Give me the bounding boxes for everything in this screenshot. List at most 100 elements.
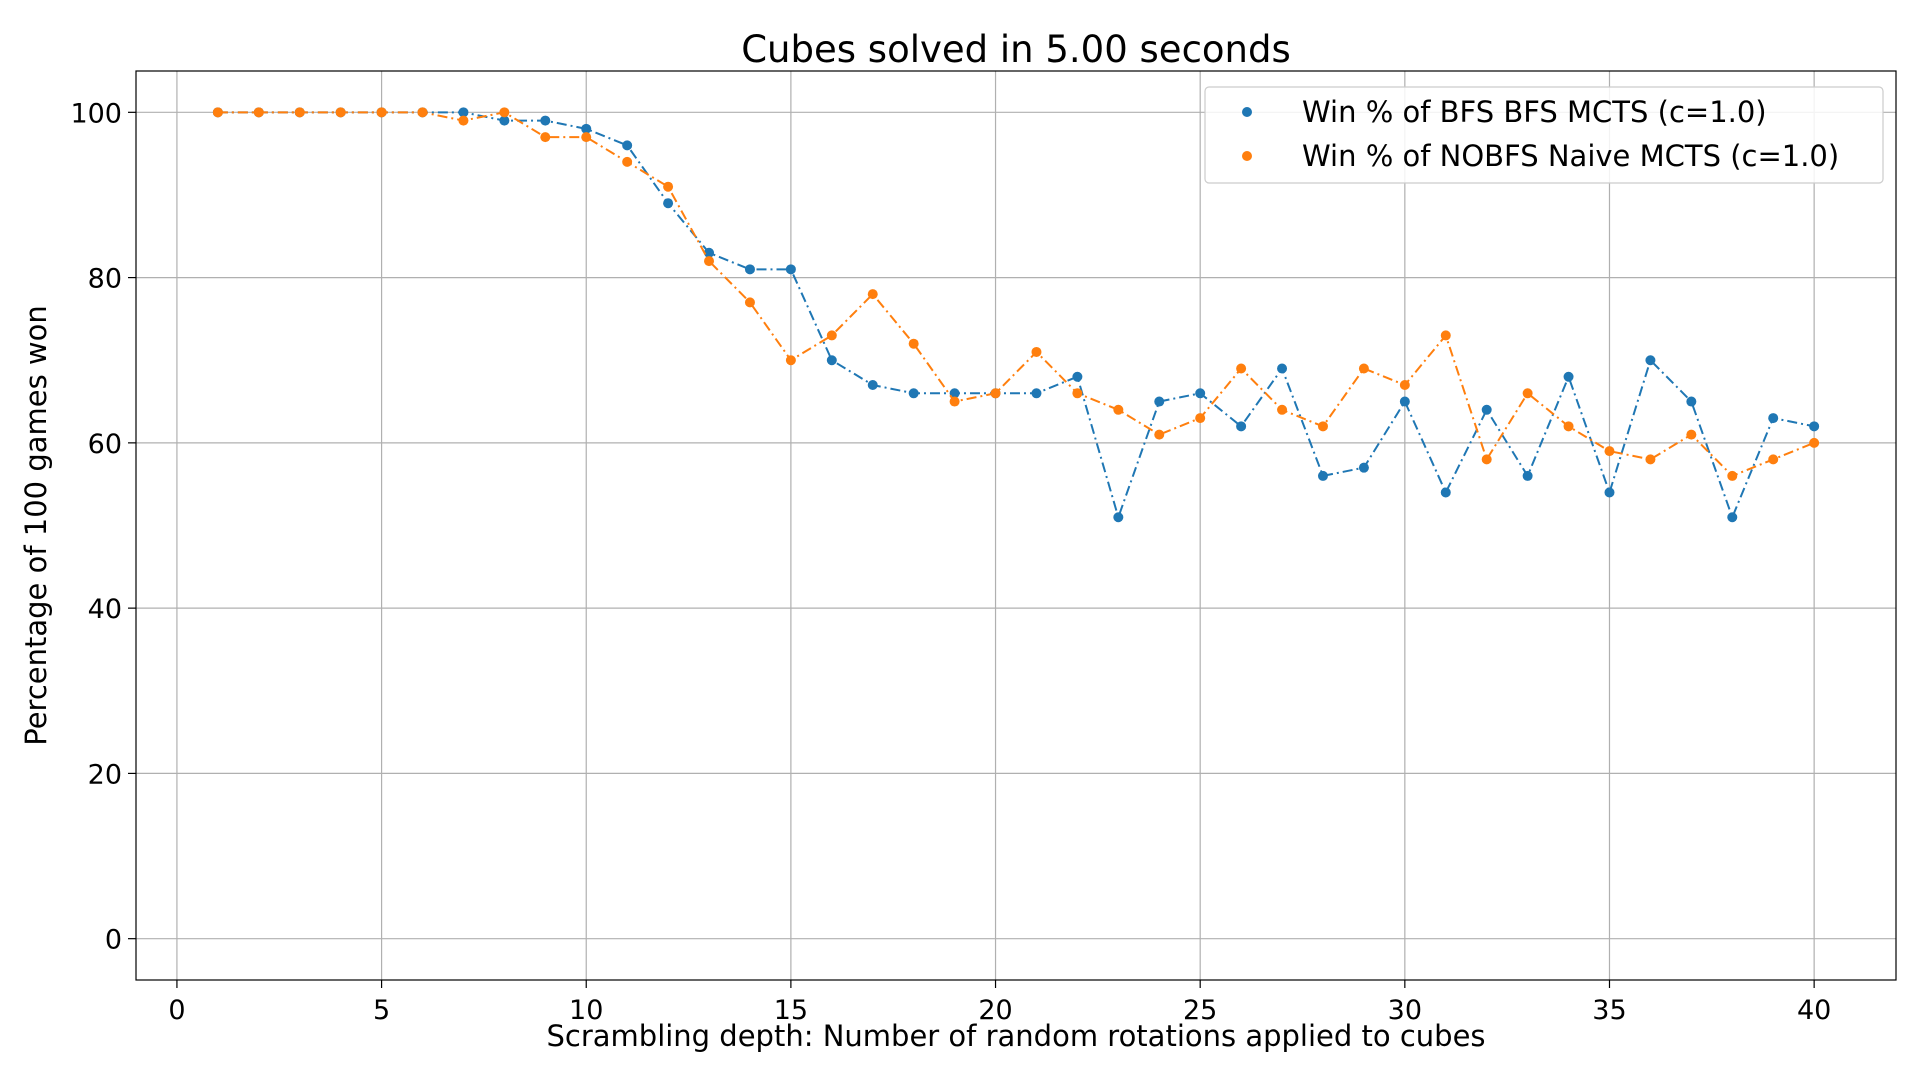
data-point bbox=[744, 297, 755, 308]
y-tick-label: 20 bbox=[88, 759, 122, 790]
x-tick-label: 15 bbox=[774, 995, 808, 1026]
data-point bbox=[253, 107, 264, 118]
x-tick-label: 0 bbox=[168, 995, 185, 1026]
legend-label-nobfs: Win % of NOBFS Naive MCTS (c=1.0) bbox=[1302, 139, 1839, 173]
data-point bbox=[540, 132, 551, 143]
data-point bbox=[1768, 454, 1779, 465]
data-point bbox=[294, 107, 305, 118]
data-point bbox=[785, 355, 796, 366]
data-point bbox=[1154, 429, 1165, 440]
x-tick-label: 20 bbox=[978, 995, 1012, 1026]
x-tick-label: 30 bbox=[1388, 995, 1422, 1026]
data-point bbox=[1809, 437, 1820, 448]
data-point bbox=[1522, 388, 1533, 399]
y-tick-label: 100 bbox=[70, 98, 122, 129]
data-point bbox=[1277, 404, 1288, 415]
data-point bbox=[1154, 396, 1165, 407]
y-tick-label: 0 bbox=[105, 925, 122, 956]
data-point bbox=[458, 107, 469, 118]
legend-box bbox=[1204, 86, 1884, 184]
data-point bbox=[1604, 446, 1615, 457]
data-point bbox=[1645, 355, 1656, 366]
data-point bbox=[1317, 470, 1328, 481]
data-point bbox=[417, 107, 428, 118]
data-point bbox=[1113, 512, 1124, 523]
data-point bbox=[1563, 421, 1574, 432]
data-point bbox=[1195, 413, 1206, 424]
chart-title: Cubes solved in 5.00 seconds bbox=[741, 28, 1291, 71]
data-point bbox=[785, 264, 796, 275]
data-point bbox=[499, 107, 510, 118]
data-point bbox=[499, 115, 510, 126]
data-point bbox=[581, 132, 592, 143]
data-point bbox=[1727, 470, 1738, 481]
grid bbox=[136, 71, 1896, 980]
x-tick-label: 5 bbox=[373, 995, 390, 1026]
plot-frame bbox=[135, 70, 1897, 981]
data-point bbox=[540, 115, 551, 126]
data-point bbox=[1727, 512, 1738, 523]
data-point bbox=[622, 140, 633, 151]
data-point bbox=[867, 289, 878, 300]
data-point bbox=[663, 198, 674, 209]
data-point bbox=[908, 338, 919, 349]
data-point bbox=[744, 264, 755, 275]
x-tick-label: 10 bbox=[569, 995, 603, 1026]
data-point bbox=[376, 107, 387, 118]
y-tick-label: 40 bbox=[88, 594, 122, 625]
data-point bbox=[1440, 330, 1451, 341]
data-point bbox=[1031, 388, 1042, 399]
y-axis-label: Percentage of 100 games won bbox=[19, 305, 53, 746]
x-tick-label: 25 bbox=[1183, 995, 1217, 1026]
data-point bbox=[1809, 421, 1820, 432]
data-point bbox=[1399, 396, 1410, 407]
legend: Win % of BFS BFS MCTS (c=1.0) Win % of N… bbox=[1204, 86, 1884, 184]
data-point bbox=[1358, 363, 1369, 374]
data-point bbox=[581, 123, 592, 134]
data-point bbox=[990, 388, 1001, 399]
data-point bbox=[704, 256, 715, 267]
y-tick-label: 60 bbox=[88, 429, 122, 460]
data-point bbox=[826, 355, 837, 366]
data-point bbox=[1604, 487, 1615, 498]
data-point bbox=[1236, 421, 1247, 432]
y-tick-label: 80 bbox=[88, 264, 122, 295]
series-layer bbox=[212, 107, 1820, 523]
data-point bbox=[1481, 404, 1492, 415]
data-point bbox=[908, 388, 919, 399]
data-point bbox=[1768, 413, 1779, 424]
data-point bbox=[1481, 454, 1492, 465]
data-point bbox=[1686, 429, 1697, 440]
data-point bbox=[1399, 380, 1410, 391]
data-point bbox=[663, 181, 674, 192]
x-tick-label: 40 bbox=[1797, 995, 1831, 1026]
ticks: 0 5 10 15 20 25 30 35 40 0 20 40 60 80 100 bbox=[70, 98, 1831, 1026]
series-line bbox=[217, 111, 1815, 478]
data-point bbox=[949, 396, 960, 407]
legend-marker-bfs bbox=[1242, 107, 1252, 117]
data-point bbox=[212, 107, 223, 118]
data-point bbox=[1031, 346, 1042, 357]
data-point bbox=[1645, 454, 1656, 465]
data-point bbox=[1072, 371, 1083, 382]
data-point bbox=[1236, 363, 1247, 374]
data-point bbox=[1195, 388, 1206, 399]
data-point bbox=[1440, 487, 1451, 498]
legend-marker-nobfs bbox=[1242, 151, 1252, 161]
x-axis-label: Scrambling depth: Number of random rotat… bbox=[546, 1019, 1485, 1053]
data-point bbox=[1277, 363, 1288, 374]
x-tick-label: 35 bbox=[1592, 995, 1626, 1026]
data-point bbox=[704, 247, 715, 258]
series-nobfs bbox=[212, 107, 1820, 481]
data-point bbox=[1686, 396, 1697, 407]
data-point bbox=[458, 115, 469, 126]
data-point bbox=[949, 388, 960, 399]
data-point bbox=[1563, 371, 1574, 382]
data-point bbox=[1522, 470, 1533, 481]
data-point bbox=[867, 380, 878, 391]
data-point bbox=[1113, 404, 1124, 415]
data-point bbox=[1317, 421, 1328, 432]
data-point bbox=[1358, 462, 1369, 473]
